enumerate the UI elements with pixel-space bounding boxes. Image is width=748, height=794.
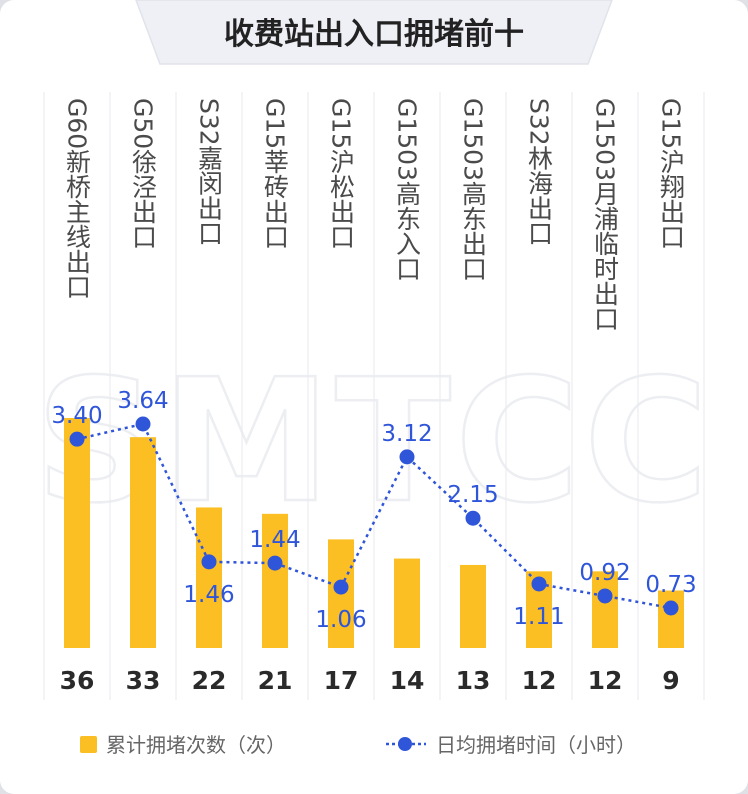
avg-data-label: 1.46	[183, 582, 234, 608]
count-label: 17	[324, 666, 359, 695]
legend: 累计拥堵次数（次） 日均拥堵时间（小时）	[80, 733, 636, 757]
bar	[196, 507, 222, 648]
avg-data-label: 1.06	[315, 607, 366, 633]
avg-data-label: 1.11	[513, 604, 564, 630]
avg-data-label: 3.40	[51, 403, 102, 429]
avg-point	[135, 416, 151, 432]
category-label: G1503高东出口	[459, 98, 488, 281]
category-label: S32林海出口	[525, 98, 554, 246]
count-label: 21	[258, 666, 293, 695]
avg-data-label: 3.64	[117, 388, 168, 414]
count-label: 33	[126, 666, 161, 695]
category-label: G50徐泾出口	[129, 98, 158, 249]
legend-bar-swatch	[80, 736, 97, 753]
bar	[262, 513, 288, 648]
chart-title: 收费站出入口拥堵前十	[224, 17, 524, 52]
title-band	[135, 0, 613, 65]
avg-line	[76, 422, 672, 610]
count-label: 13	[456, 666, 491, 695]
avg-point	[531, 576, 547, 592]
category-label: G15沪松出口	[327, 98, 356, 249]
category-label: G60新桥主线出口	[63, 98, 92, 299]
avg-point	[267, 555, 283, 571]
avg-data-label: 1.44	[249, 527, 300, 553]
bar	[64, 418, 90, 648]
bar	[460, 564, 486, 648]
avg-point	[663, 600, 679, 616]
count-label: 14	[390, 666, 425, 695]
avg-data-label: 0.92	[579, 560, 630, 586]
avg-point	[465, 510, 481, 526]
avg-point	[333, 579, 349, 595]
count-label: 12	[588, 666, 623, 695]
legend-line-label: 日均拥堵时间（小时）	[436, 733, 636, 757]
category-label: G15沪翔出口	[657, 98, 686, 249]
labels: G60新桥主线出口 G50徐泾出口 S32嘉闵出口 G15莘砖出口 G15沪松出口 G15…	[51, 98, 696, 695]
bar	[658, 590, 684, 648]
bar	[130, 437, 156, 648]
category-label: G15莘砖出口	[261, 98, 290, 249]
bars	[64, 418, 684, 648]
category-label: G1503月浦临时出口	[591, 98, 620, 331]
avg-point	[399, 449, 415, 465]
avg-line-series	[69, 416, 679, 616]
bar	[394, 558, 420, 648]
avg-point	[201, 554, 217, 570]
count-label: 36	[60, 666, 95, 695]
legend-bar-label: 累计拥堵次数（次）	[106, 733, 286, 757]
grid-lines	[43, 92, 705, 700]
category-label: G1503高东入口	[393, 98, 422, 281]
count-label: 12	[522, 666, 557, 695]
avg-data-label: 3.12	[381, 421, 432, 447]
avg-data-label: 0.73	[645, 572, 696, 598]
avg-point	[597, 588, 613, 604]
avg-data-label: 2.15	[447, 482, 498, 508]
avg-point	[69, 431, 85, 447]
count-label: 9	[662, 666, 679, 695]
category-label: S32嘉闵出口	[195, 98, 224, 246]
count-label: 22	[192, 666, 227, 695]
legend-line-marker	[398, 737, 412, 751]
bar	[592, 571, 618, 648]
